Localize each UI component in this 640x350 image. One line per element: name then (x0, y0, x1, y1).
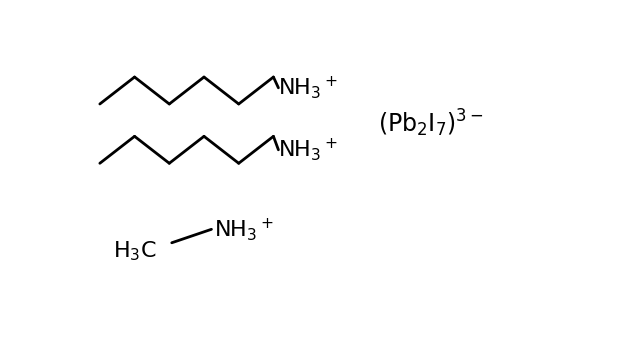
Text: (Pb$_2$I$_7$)$^{3-}$: (Pb$_2$I$_7$)$^{3-}$ (378, 107, 483, 139)
Text: NH$_3$$^+$: NH$_3$$^+$ (214, 216, 274, 243)
Text: NH$_3$$^+$: NH$_3$$^+$ (278, 136, 339, 163)
Text: NH$_3$$^+$: NH$_3$$^+$ (278, 74, 339, 101)
Text: H$_3$C: H$_3$C (113, 239, 157, 262)
